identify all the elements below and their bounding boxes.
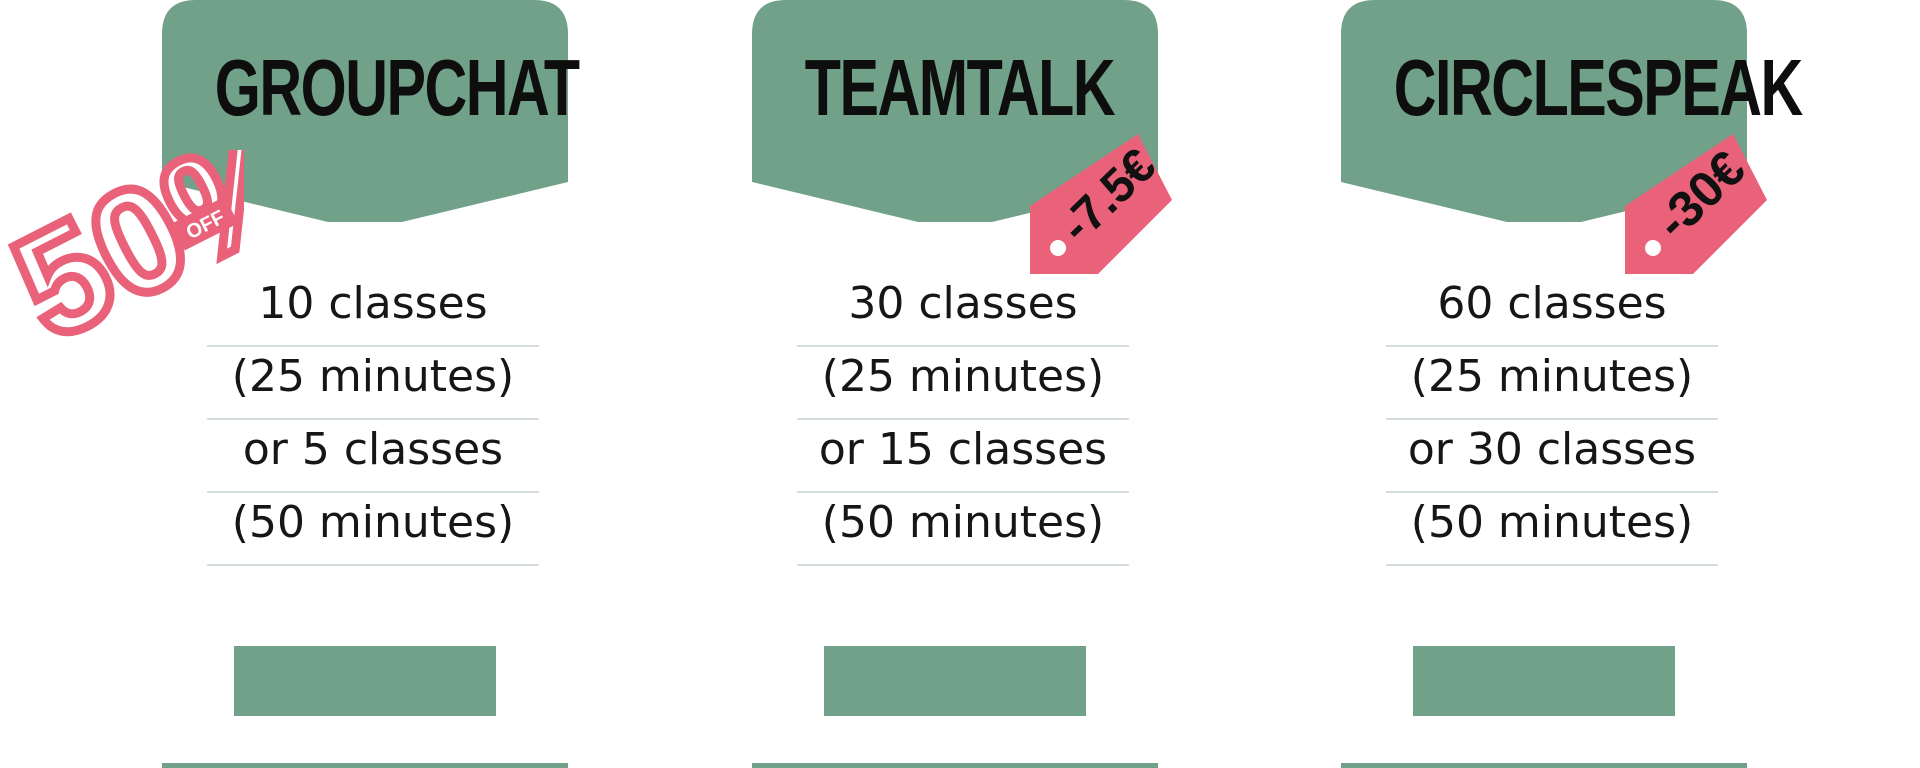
discount-badge-50-off: 50% OFF bbox=[0, 82, 337, 377]
feature-list: 30 classes (25 minutes) or 15 classes (5… bbox=[797, 274, 1129, 566]
price-tag-icon: -30€ bbox=[1625, 134, 1769, 282]
feature-list: 10 classes (25 minutes) or 5 classes (50… bbox=[207, 274, 539, 566]
plan-card-teamtalk: TEAMTALK 30 classes (25 minutes) or 15 c… bbox=[752, 0, 1158, 768]
plan-card-circlespeak: CIRCLESPEAK 60 classes (25 minutes) or 3… bbox=[1341, 0, 1804, 768]
card-bottom-bar bbox=[162, 763, 568, 768]
feature-item: or 5 classes bbox=[207, 420, 539, 493]
feature-item: (50 minutes) bbox=[207, 493, 539, 566]
feature-list: 60 classes (25 minutes) or 30 classes (5… bbox=[1386, 274, 1718, 566]
feature-item: 30 classes bbox=[797, 274, 1129, 347]
select-plan-button[interactable] bbox=[1413, 646, 1675, 716]
card-bottom-bar bbox=[1341, 763, 1747, 768]
plan-header bbox=[1341, 0, 1747, 226]
feature-item: (25 minutes) bbox=[207, 347, 539, 420]
plan-card-groupchat: GROUPCHAT 10 classes (25 minutes) or 5 c… bbox=[162, 0, 580, 768]
plan-title: TEAMTALK bbox=[804, 43, 1116, 132]
feature-item: (50 minutes) bbox=[1386, 493, 1718, 566]
feature-item: (50 minutes) bbox=[797, 493, 1129, 566]
select-plan-button[interactable] bbox=[234, 646, 496, 716]
price-tag-icon: -7.5€ bbox=[1030, 134, 1174, 282]
feature-item: (25 minutes) bbox=[797, 347, 1129, 420]
feature-item: 10 classes bbox=[207, 274, 539, 347]
feature-item: (25 minutes) bbox=[1386, 347, 1718, 420]
feature-item: or 15 classes bbox=[797, 420, 1129, 493]
card-bottom-bar bbox=[752, 763, 1158, 768]
feature-item: 60 classes bbox=[1386, 274, 1718, 347]
plan-header bbox=[162, 0, 568, 226]
badge-percent: 50% bbox=[4, 150, 244, 350]
select-plan-button[interactable] bbox=[824, 646, 1086, 716]
plan-title: GROUPCHAT bbox=[214, 43, 580, 132]
plan-header bbox=[752, 0, 1158, 226]
plan-title: CIRCLESPEAK bbox=[1393, 43, 1804, 132]
feature-item: or 30 classes bbox=[1386, 420, 1718, 493]
